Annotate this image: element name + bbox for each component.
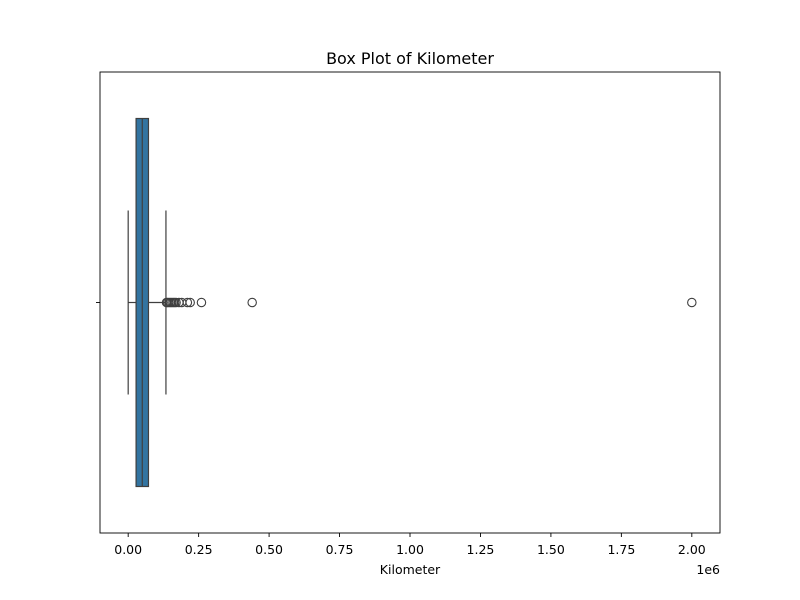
x-tick-label: 1.25 — [467, 542, 495, 557]
x-tick-label: 1.00 — [396, 542, 424, 557]
x-tick-label: 0.75 — [326, 542, 354, 557]
x-axis-offset-text: 1e6 — [696, 562, 720, 577]
x-tick-label: 2.00 — [678, 542, 706, 557]
x-tick-label: 1.75 — [607, 542, 635, 557]
x-tick-label: 0.00 — [114, 542, 142, 557]
outlier-point — [196, 297, 207, 308]
plot-frame — [99, 71, 721, 534]
outlier-point — [185, 297, 195, 308]
outlier-point — [182, 297, 193, 308]
outlier-point — [687, 297, 697, 308]
outlier-point — [171, 297, 181, 308]
x-tick-label: 0.25 — [185, 542, 213, 557]
plot-area: 0.00 0.25 0.50 0.75 1.00 1.25 1.50 1.75 2.00 — [96, 71, 721, 557]
outlier-point — [247, 297, 257, 308]
x-tick-label: 1.50 — [537, 542, 565, 557]
chart-title: Box Plot of Kilometer — [326, 49, 494, 68]
x-axis-label: Kilometer — [380, 562, 441, 577]
x-tick-label: 0.50 — [255, 542, 283, 557]
